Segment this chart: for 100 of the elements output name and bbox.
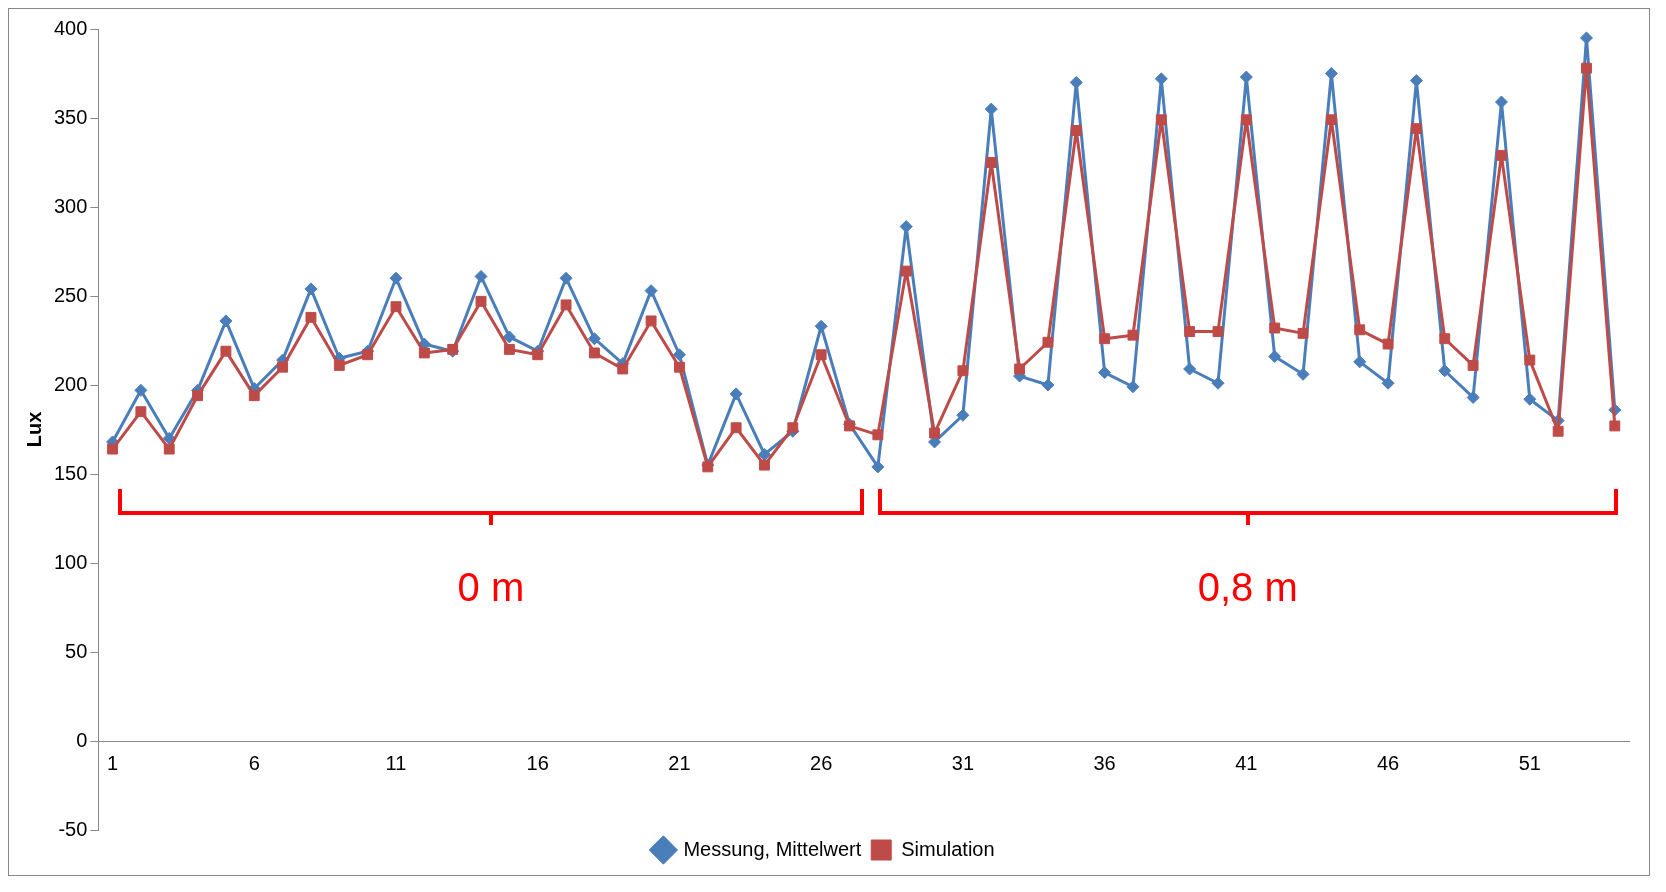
point [673,361,685,373]
point [1354,324,1366,336]
point [1496,149,1507,161]
point [1324,67,1338,80]
x-tick-label: 36 [1093,751,1116,774]
point [333,359,345,371]
point [644,284,658,298]
point [1439,333,1451,345]
point [1212,326,1224,338]
y-tick-label: 100 [53,550,88,573]
point [617,363,629,375]
point [1325,114,1337,126]
y-tick-label: 0 [76,728,88,751]
x-tick-label: 1 [106,751,119,774]
x-tick-label: 46 [1376,751,1400,774]
y-axis-title: Lux [22,411,45,448]
point [1042,336,1054,348]
y-tick-label: -50 [58,817,88,840]
point [1552,425,1564,437]
point [1155,114,1167,126]
point [1014,363,1026,375]
point [134,383,148,397]
point [757,447,771,461]
x-tick-label: 31 [951,751,975,774]
point [1183,362,1197,376]
annotation: 0,8 m [1196,564,1299,610]
point [956,408,970,422]
y-tick-label: 250 [53,283,88,306]
point [1410,123,1422,135]
point [163,443,175,455]
x-tick-label: 11 [385,751,407,774]
x-tick-label: 21 [668,751,691,774]
x-tick-label: 26 [810,751,833,774]
point [1581,62,1592,74]
point [1269,322,1281,334]
point [1239,70,1253,84]
point [390,301,402,313]
point [1579,31,1593,45]
point [871,460,885,474]
annotation: 0 m [456,564,526,610]
point [1494,95,1508,109]
point [759,459,770,471]
point [1126,380,1140,394]
point [135,406,147,418]
point [1382,338,1394,350]
point [1240,114,1252,126]
point [985,157,997,168]
point [899,220,913,234]
point [1381,376,1395,390]
point [787,422,799,434]
point [362,349,374,361]
point [1154,72,1168,86]
point [475,295,487,307]
y-tick-label: 350 [53,105,88,128]
point [1268,350,1282,364]
y-tick-label: 150 [53,461,88,484]
x-tick-label: 51 [1518,751,1541,774]
point [1353,355,1367,369]
point [900,265,912,277]
point [304,282,318,296]
point [1409,74,1423,88]
point [730,422,742,434]
point [220,345,232,357]
point [1466,390,1480,404]
point [219,314,233,328]
x-tick-label: 6 [248,751,260,774]
point [560,299,572,311]
point [1438,364,1452,378]
point [1211,376,1225,390]
legend-label: Messung, Mittelwert [683,837,862,860]
point [532,349,544,361]
point [588,347,600,359]
point [305,311,317,323]
point [559,271,573,285]
point [814,319,828,333]
point [645,315,657,327]
y-tick-label: 400 [53,16,88,39]
y-tick-label: 200 [53,372,88,395]
point [1098,366,1112,380]
point [1524,354,1536,366]
point [957,365,969,377]
point [984,102,998,116]
point [1609,420,1621,432]
point [503,343,515,355]
point [1070,125,1082,136]
point [672,348,686,362]
point [248,390,260,402]
point [502,330,516,344]
point [587,332,601,346]
point [1297,327,1309,339]
legend-label: Simulation [901,837,995,860]
x-tick-label: 41 [1235,751,1258,774]
point [729,387,743,401]
point [277,361,289,373]
point [1099,333,1111,345]
point [1184,326,1196,338]
point [418,347,430,359]
point [1296,367,1310,381]
point [1127,329,1139,341]
y-tick-label: 300 [53,194,88,217]
